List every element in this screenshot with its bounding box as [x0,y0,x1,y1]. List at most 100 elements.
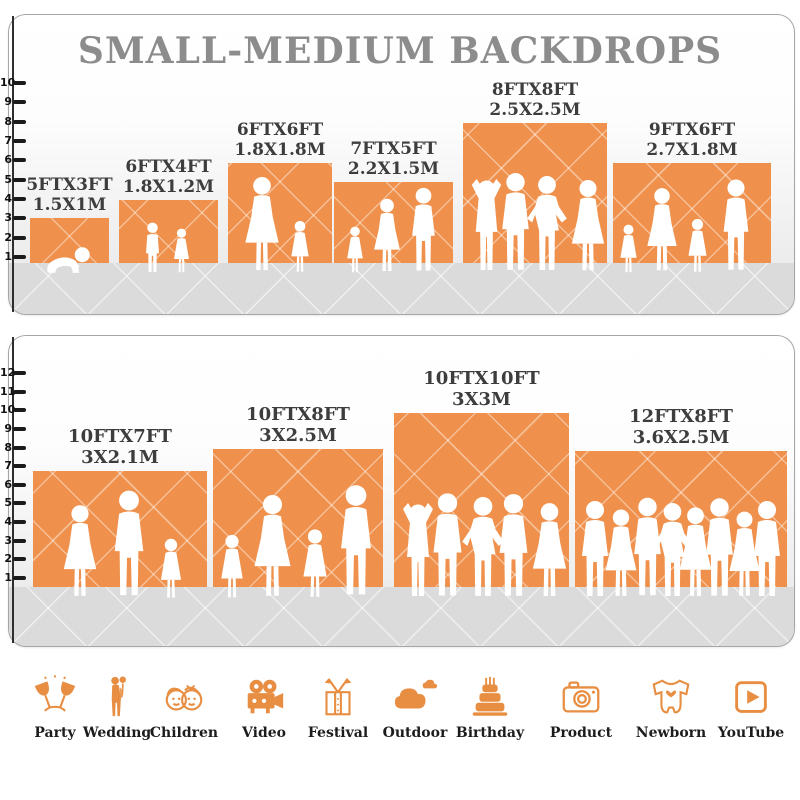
backdrop-size-label: 9FTX6FT 2.7X1.8M [582,119,794,160]
backdrop-8x8: 8FTX8FT 2.5X2.5M [463,80,607,271]
backdrop-size-label: 5FTX3FT 1.5X1M [9,174,180,215]
ruler-number: 12 [0,366,16,379]
category-label: Outdoor [382,725,448,741]
ruler-number: 6 [4,153,12,166]
floor-strip [9,263,794,314]
category-label: Video [242,725,286,741]
people-silhouette [471,173,605,271]
ruler-number: 2 [4,231,12,244]
ruler-number: 9 [4,422,12,435]
tick-mark [13,139,26,143]
floor-strip [9,587,794,646]
birthday-icon [472,676,508,716]
category-label: Children [149,725,219,741]
ruler-tick: 2 [0,231,28,244]
category-video: Video [228,674,300,741]
people-silhouette [221,485,371,598]
wedding-icon [111,676,127,717]
ruler-number: 7 [4,459,12,472]
size-feet: 5FTX3FT [26,174,113,195]
size-feet: 8FTX8FT [491,79,579,100]
ruler-line-top [12,16,14,312]
ruler-tick: 1 [0,571,28,584]
children-icon [165,684,203,711]
category-label: Wedding [82,725,152,741]
tick-mark [13,408,26,412]
festival-icon [324,678,352,716]
ruler-line-bottom [12,337,14,643]
size-feet: 10FTX7FT [68,425,172,447]
category-newborn: Newborn [635,674,707,741]
backdrop-12x8: 12FTX8FT 3.6X2.5M [575,406,787,597]
backdrop-size-label: 8FTX8FT 2.5X2.5M [425,80,645,120]
size-meters: 3.6X2.5M [632,426,730,448]
newborn-icon [652,679,690,714]
ruler-number: 4 [4,192,12,205]
ruler-number: 1 [4,250,12,263]
backdrop-size-label: 10FTX10FT 3X3M [372,368,592,410]
ruler-tick: 7 [0,134,28,147]
ruler-number: 5 [4,173,12,186]
size-meters: 3X2.5M [259,424,337,446]
ruler-number: 7 [4,134,12,147]
tick-mark [13,483,26,487]
ruler-number: 11 [0,385,16,398]
category-label: YouTube [717,725,785,741]
ruler-number: 10 [0,403,16,416]
ruler-tick: 4 [0,192,28,205]
ruler-tick: 3 [0,535,28,546]
backdrop-size-label: 12FTX8FT 3.6X2.5M [571,406,791,448]
tick-mark [13,371,26,375]
tick-mark [13,236,26,240]
ruler-tick: 9 [0,422,28,435]
size-feet: 10FTX10FT [423,367,540,389]
backdrop-9x6: 9FTX6FT 2.7X1.8M [613,120,771,273]
size-feet: 7FTX5FT [350,138,437,159]
size-meters: 2.5X2.5M [489,99,581,120]
ruler-tick: 2 [0,552,28,565]
product-icon [562,681,600,713]
people-silhouette [47,247,90,273]
backdrop-size-label: 10FTX8FT 3X2.5M [188,404,408,446]
tick-mark [13,197,26,201]
tick-mark [13,81,26,85]
size-feet: 9FTX6FT [648,119,736,140]
backdrop-size-label: 6FTX4FT 1.8X1.2M [59,157,279,197]
backdrop-10x7: 10FTX7FT 3X2.1M [33,426,207,598]
people-silhouette [63,490,182,598]
size-meters: 3X3M [452,388,511,410]
ruler-number: 1 [4,571,12,584]
backdrop-size-label: 7FTX5FT 2.2X1.5M [284,139,504,179]
size-meters: 2.2X1.5M [347,158,440,179]
ruler-tick: 7 [0,459,28,472]
video-icon [247,679,284,714]
size-meters: 1.8X1.8M [234,139,326,160]
size-meters: 2.7X1.8M [646,139,738,160]
ruler-tick: 12 [0,366,28,379]
backdrop-7x5: 7FTX5FT 2.2X1.5M [334,139,453,273]
category-wedding: Wedding [81,674,153,741]
small-medium-panel: 5FTX3FT 1.5X1M 6FTX4FT 1.8X1.2M 6FTX6FT 1.8… [8,14,795,315]
ruler-tick: 6 [0,478,28,491]
page-title: SMALL-MEDIUM BACKDROPS [77,30,723,72]
category-festival: Festival [302,674,374,741]
tick-mark [13,576,26,580]
ruler-tick: 1 [0,250,28,263]
ruler-tick: 10 [0,76,28,89]
category-label: Festival [307,725,369,741]
category-label: Birthday [455,725,525,741]
tick-mark [13,446,26,450]
tick-mark [13,520,26,524]
people-silhouette [403,493,567,596]
tick-mark [13,178,26,182]
category-product: Product [545,674,617,741]
category-outdoor: Outdoor [379,674,451,741]
ruler-number: 2 [4,552,12,565]
ruler-number: 6 [4,478,12,491]
tick-mark [13,158,26,162]
youtube-icon [735,681,767,713]
ruler-number: 10 [0,76,16,89]
backdrop-size-label: 6FTX6FT 1.8X1.8M [170,120,390,160]
outdoor-icon [394,679,438,709]
